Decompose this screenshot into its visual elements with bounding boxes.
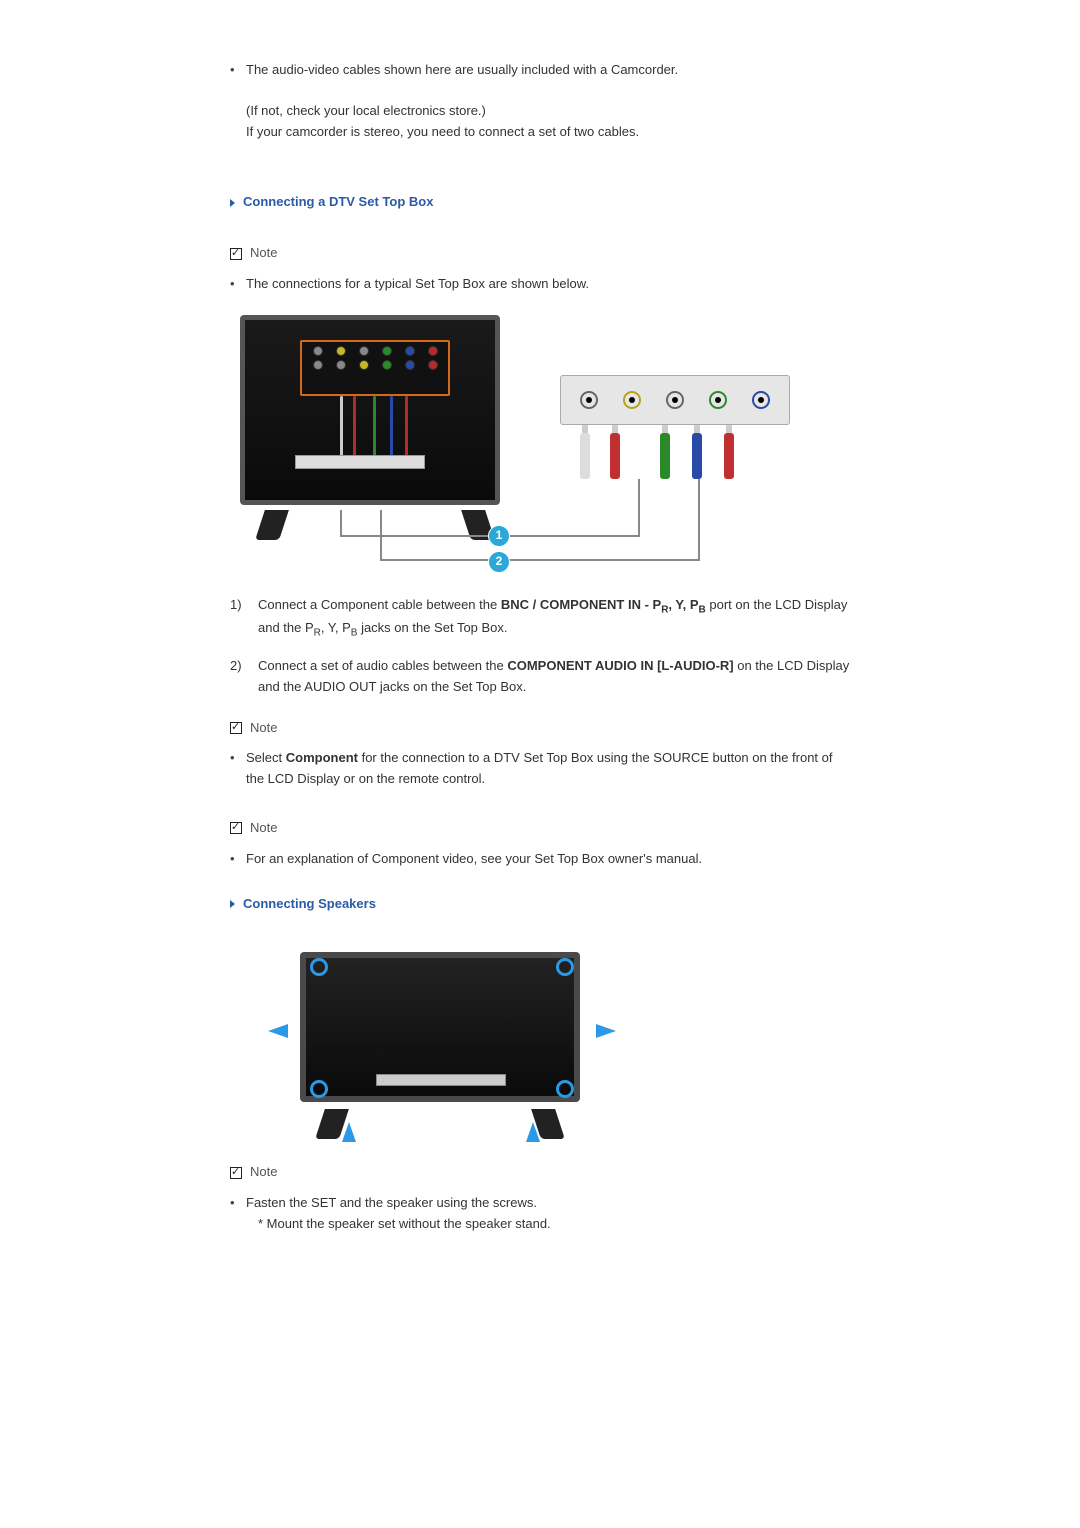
step-1: 1) Connect a Component cable between the… (230, 595, 850, 642)
audio-jack-icon (580, 391, 598, 409)
note-label-4: Note (250, 1162, 277, 1183)
checkbox-icon (230, 1167, 242, 1179)
plug-green-icon (660, 433, 670, 479)
arrow-left-icon (268, 1024, 288, 1038)
note-row-4: Note (230, 1162, 850, 1183)
arrow-up-icon (526, 1122, 540, 1142)
step-2-text: Connect a set of audio cables between th… (258, 656, 850, 698)
step-1-num: 1) (230, 595, 258, 642)
monitor-stand-icon (320, 1109, 560, 1139)
step-1-text: Connect a Component cable between the BN… (258, 595, 850, 642)
bullet-dot-icon: • (230, 60, 246, 81)
monitor-rear-icon (240, 315, 500, 505)
intro-bullet-text: The audio-video cables shown here are us… (246, 60, 850, 81)
chevron-right-icon (230, 900, 235, 908)
component-pr-jack-icon (752, 391, 770, 409)
plug-white-icon (580, 433, 590, 479)
callout-badge-1: 1 (488, 525, 510, 547)
settop-jack-panel (560, 375, 790, 425)
section-heading-speakers: Connecting Speakers (230, 894, 850, 915)
arrow-right-icon (596, 1024, 616, 1038)
diagram-speaker-mount (260, 944, 620, 1144)
note-label-3: Note (250, 818, 277, 839)
monitor-front-icon (300, 952, 580, 1102)
note2-bullet: • Select Component for the connection to… (230, 748, 850, 790)
note1-bullet-text: The connections for a typical Set Top Bo… (246, 274, 850, 295)
chevron-right-icon (230, 199, 235, 207)
arrow-up-icon (342, 1122, 356, 1142)
diagram-dtv-connection: 1 2 (240, 315, 800, 575)
note2-text: Select Component for the connection to a… (246, 748, 850, 790)
checkbox-icon (230, 822, 242, 834)
note4-bullet: • Fasten the SET and the speaker using t… (230, 1193, 850, 1235)
bullet-dot-icon: • (230, 274, 246, 295)
note-label-2: Note (250, 718, 277, 739)
step-2: 2) Connect a set of audio cables between… (230, 656, 850, 698)
intro-sub2: If your camcorder is stereo, you need to… (246, 122, 850, 143)
plug-red-icon (610, 433, 620, 479)
section-heading-dtv: Connecting a DTV Set Top Box (230, 192, 850, 213)
bullet-dot-icon: • (230, 849, 246, 870)
note1-bullet: • The connections for a typical Set Top … (230, 274, 850, 295)
note4-text: Fasten the SET and the speaker using the… (246, 1193, 850, 1235)
note-row-3: Note (230, 818, 850, 839)
note-row-2: Note (230, 718, 850, 739)
step-2-num: 2) (230, 656, 258, 698)
plug-red2-icon (724, 433, 734, 479)
note3-bullet: • For an explanation of Component video,… (230, 849, 850, 870)
component-pb-jack-icon (709, 391, 727, 409)
note3-text: For an explanation of Component video, s… (246, 849, 850, 870)
component-y-jack-icon (666, 391, 684, 409)
intro-sub1: (If not, check your local electronics st… (246, 101, 850, 122)
note-label-1: Note (250, 243, 277, 264)
checkbox-icon (230, 722, 242, 734)
document-page: • The audio-video cables shown here are … (0, 0, 1080, 1439)
label-strip (295, 455, 425, 469)
bullet-dot-icon: • (230, 748, 246, 790)
note-row-1: Note (230, 243, 850, 264)
intro-bullet: • The audio-video cables shown here are … (230, 60, 850, 81)
bullet-dot-icon: • (230, 1193, 246, 1235)
numbered-steps: 1) Connect a Component cable between the… (230, 595, 850, 698)
callout-badge-2: 2 (488, 551, 510, 573)
section-title-dtv: Connecting a DTV Set Top Box (243, 192, 433, 213)
checkbox-icon (230, 248, 242, 260)
connector-panel (300, 340, 450, 396)
plug-blue-icon (692, 433, 702, 479)
section-title-speakers: Connecting Speakers (243, 894, 376, 915)
video-jack-icon (623, 391, 641, 409)
intro-block: • The audio-video cables shown here are … (230, 60, 850, 142)
